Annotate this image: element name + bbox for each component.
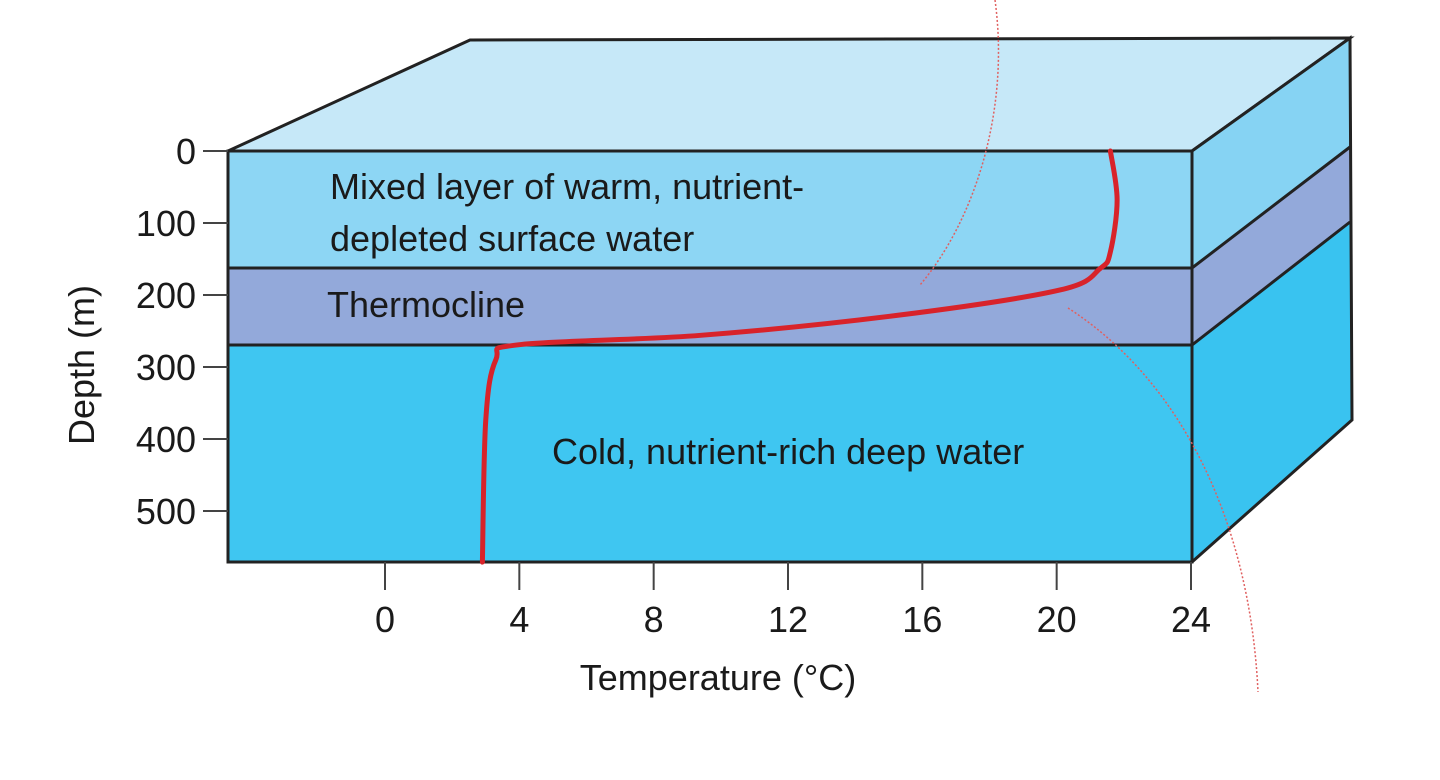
mixed-layer-label-2: depleted surface water	[330, 218, 694, 259]
x-tick-label: 20	[1037, 599, 1077, 640]
deep-water-label: Cold, nutrient-rich deep water	[552, 431, 1024, 472]
x-tick-label: 12	[768, 599, 808, 640]
y-tick-label: 500	[136, 491, 196, 532]
leader-line-1	[919, 0, 1000, 286]
x-tick-label: 8	[644, 599, 664, 640]
y-tick-label: 400	[136, 419, 196, 460]
x-tick-label: 4	[509, 599, 529, 640]
mixed-layer	[228, 151, 1192, 268]
y-tick-label: 100	[136, 203, 196, 244]
x-tick-label: 16	[902, 599, 942, 640]
thermocline-side	[1192, 147, 1350, 345]
thermocline-label: Thermocline	[327, 284, 525, 325]
x-tick-label: 0	[375, 599, 395, 640]
mixed-layer-label-1: Mixed layer of warm, nutrient-	[330, 166, 804, 207]
deep-water-layer	[228, 345, 1192, 562]
y-tick-label: 300	[136, 347, 196, 388]
mixed-layer-side	[1192, 38, 1350, 268]
y-tick-label: 0	[176, 131, 196, 172]
top-face	[227, 36, 1355, 153]
x-tick-label: 24	[1171, 599, 1211, 640]
deep-water-side	[1192, 222, 1352, 562]
leader-line-2	[1067, 307, 1259, 693]
x-axis: 0 4 8 12 16 20 24	[375, 562, 1211, 640]
x-axis-label: Temperature (°C)	[580, 657, 856, 698]
thermocline-layer	[228, 268, 1192, 345]
temperature-profile-line	[479, 148, 1120, 565]
y-tick-label: 200	[136, 275, 196, 316]
y-axis-label: Depth (m)	[61, 285, 102, 445]
y-axis: 0 100 200 300 400 500	[136, 131, 228, 532]
